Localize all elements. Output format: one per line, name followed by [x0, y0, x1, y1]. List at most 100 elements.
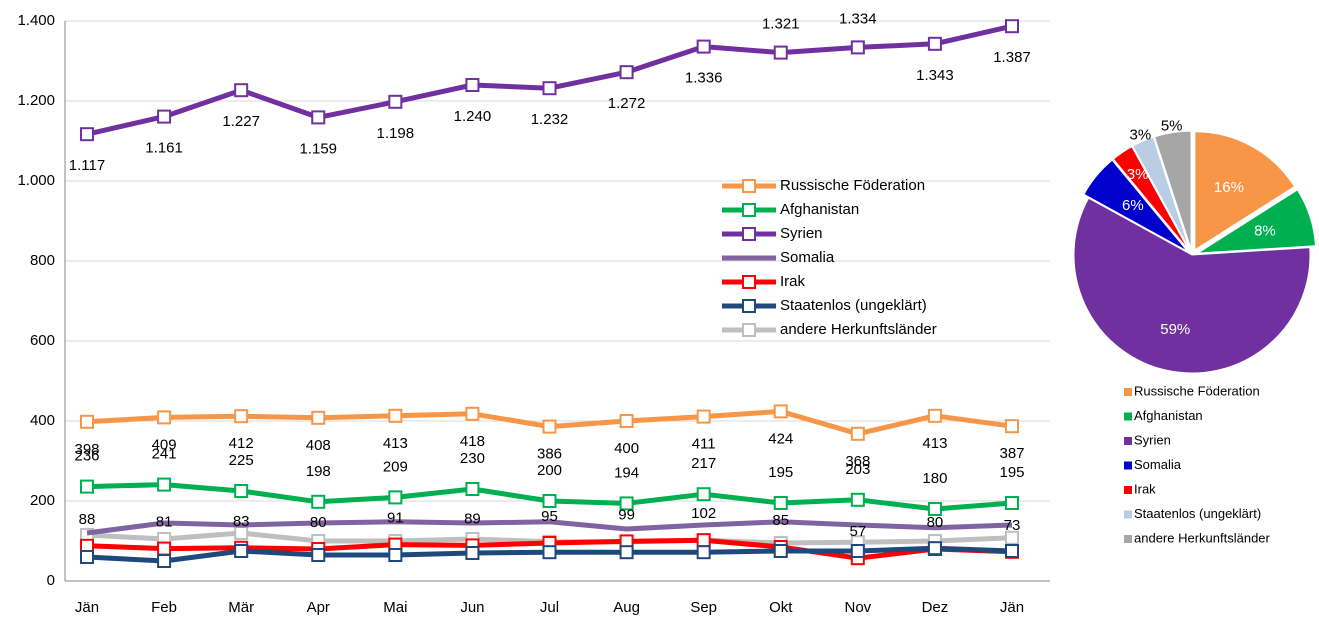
point-marker: [80, 550, 94, 564]
y-tick-label: 400: [30, 412, 55, 429]
point-marker: [234, 409, 249, 424]
pie-slice: [1083, 159, 1188, 252]
data-label: 408: [306, 437, 331, 454]
point-marker: [1005, 530, 1019, 545]
data-label: 80: [927, 514, 944, 531]
data-label: 195: [768, 464, 793, 481]
series-line: [86, 519, 1013, 536]
y-tick-label: 0: [47, 572, 55, 589]
x-tick-label: Jän: [1000, 599, 1024, 616]
legend-label: Syrien: [1134, 432, 1171, 447]
legend-label: Somalia: [1134, 457, 1182, 472]
legend-label: Syrien: [780, 225, 823, 242]
data-label: 80: [310, 514, 327, 531]
point-marker: [157, 554, 172, 568]
y-tick-label: 200: [30, 492, 55, 509]
legend-swatch: [1124, 461, 1132, 470]
data-label: 418: [460, 433, 485, 450]
legend-marker: [742, 275, 756, 289]
pie-slice: [1197, 189, 1317, 254]
legend-marker: [742, 203, 756, 217]
data-label: 91: [387, 510, 404, 527]
point-marker: [465, 78, 480, 92]
point-marker: [850, 544, 865, 558]
y-tick-label: 800: [30, 252, 55, 269]
point-marker: [773, 544, 788, 558]
point-marker: [80, 479, 94, 494]
pie-slice: [1132, 136, 1191, 250]
point-marker: [234, 484, 249, 498]
point-marker: [542, 494, 557, 508]
point-marker: [696, 39, 711, 54]
data-label: 1.161: [145, 140, 183, 157]
legend-label: Somalia: [780, 249, 835, 266]
data-label: 95: [541, 508, 558, 525]
pie-label: 5%: [1161, 118, 1183, 135]
legend-marker: [742, 299, 756, 313]
legend-label: Irak: [780, 273, 806, 290]
pie: 16% 8% 59% 6% 3% 3% 5% Russische Föderation Afgh…: [1073, 118, 1317, 545]
data-label: 83: [233, 513, 250, 530]
pie-label: 3%: [1127, 166, 1149, 183]
point-marker: [311, 548, 326, 562]
point-marker: [157, 410, 172, 425]
point-marker: [80, 414, 94, 429]
data-label: 230: [460, 450, 485, 467]
point-marker: [465, 482, 480, 496]
x-tick-label: Dez: [922, 599, 949, 616]
y-tick-label: 1.400: [17, 12, 55, 29]
data-label: 102: [691, 505, 716, 522]
point-marker: [696, 545, 711, 560]
data-label: 368: [845, 453, 870, 470]
point-marker: [234, 83, 249, 98]
data-label: 73: [1004, 517, 1021, 534]
legend-label: Russische Föderation: [780, 177, 925, 194]
legend-label: andere Herkunftsländer: [780, 321, 937, 338]
data-label: 194: [614, 464, 639, 481]
data-label: 81: [156, 514, 173, 531]
data-label: 1.336: [685, 70, 723, 87]
data-label: 1.387: [993, 49, 1031, 66]
point-marker: [696, 533, 711, 548]
legend-label: Russische Föderation: [1134, 383, 1260, 398]
legend-label: Afghanistan: [780, 201, 859, 218]
pie-slice: [1194, 131, 1296, 251]
x-tick-label: Apr: [307, 599, 330, 616]
point-marker: [773, 45, 788, 60]
point-marker: [850, 492, 865, 507]
data-label: 1.343: [916, 67, 954, 84]
x-tick-label: Sep: [690, 599, 717, 616]
point-marker: [1005, 419, 1019, 434]
legend-label: Irak: [1134, 481, 1156, 496]
legend-label: Staatenlos (ungeklärt): [780, 297, 927, 314]
point-marker: [1005, 496, 1019, 510]
point-marker: [773, 496, 788, 510]
legend-swatch: [1124, 388, 1132, 396]
data-label: 209: [383, 458, 408, 475]
data-label: 200: [537, 462, 562, 479]
point-marker: [773, 404, 788, 419]
point-marker: [850, 426, 865, 441]
legend-label: Staatenlos (ungeklärt): [1134, 506, 1261, 521]
data-label: 88: [79, 511, 96, 528]
data-label: 241: [152, 446, 177, 463]
pie-label: 3%: [1130, 127, 1152, 144]
data-label: 387: [999, 445, 1024, 462]
data-label: 85: [772, 512, 789, 529]
pie-slice: [1073, 197, 1311, 374]
point-marker: [1005, 19, 1019, 34]
data-label: 225: [229, 452, 254, 469]
point-marker: [388, 548, 403, 562]
pie-label: 16%: [1214, 179, 1244, 196]
point-marker: [927, 502, 942, 516]
legend-label: andere Herkunftsländer: [1134, 530, 1271, 545]
point-marker: [850, 40, 865, 55]
point-marker: [696, 487, 711, 502]
pie-label: 6%: [1122, 197, 1144, 214]
legend-swatch: [1124, 486, 1132, 494]
point-marker: [927, 36, 942, 51]
point-marker: [696, 409, 711, 424]
data-label: 57: [849, 523, 866, 540]
data-label: 1.334: [839, 10, 877, 27]
